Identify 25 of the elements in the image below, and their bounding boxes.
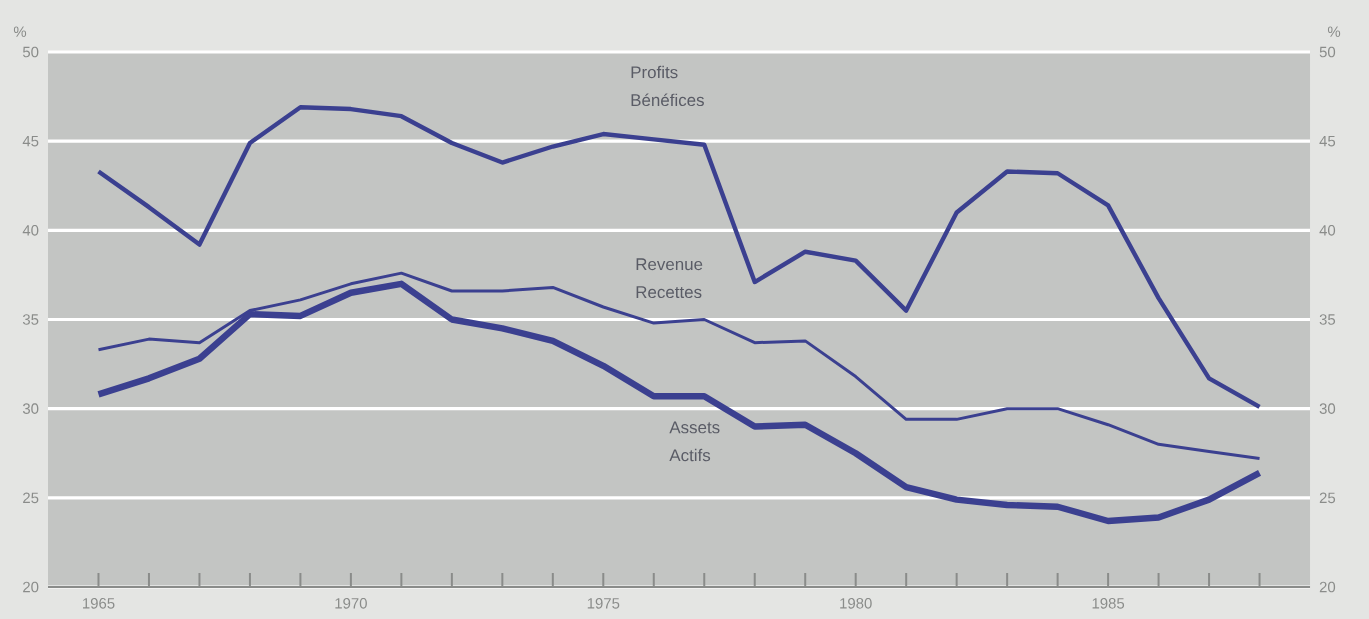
y2-tick-label: 40 <box>1319 225 1336 236</box>
y-tick-label: 40 <box>22 225 39 236</box>
y-tick-label: 30 <box>22 403 39 414</box>
series-label: Assets Actifs <box>669 421 720 462</box>
y-tick-label: 25 <box>23 492 39 504</box>
x-tick-label: 1980 <box>840 598 872 609</box>
x-tick-label: 1965 <box>82 598 115 609</box>
y-tick-label: 45 <box>22 135 39 147</box>
y-axis-title: % <box>13 26 27 37</box>
y-tick-label: 50 <box>22 46 39 58</box>
y2-tick-label: 25 <box>1319 492 1336 504</box>
series-label: Profits Bénéfices <box>631 65 704 107</box>
x-tick-label: 1985 <box>1092 598 1125 609</box>
line-series <box>96 105 1262 410</box>
y2-tick-label: 45 <box>1319 135 1336 147</box>
x-tick-label: 1975 <box>587 598 620 609</box>
y-tick-label: 35 <box>22 314 39 325</box>
y2-tick-label: 35 <box>1319 314 1336 325</box>
y2-tick-label: 30 <box>1319 403 1336 414</box>
y2-tick-label: 20 <box>1319 581 1336 593</box>
y2-axis-title: % <box>1327 26 1341 37</box>
series-label: Revenue Recettes <box>636 258 703 299</box>
y-tick-label: 20 <box>23 581 39 593</box>
x-tick-label: 1970 <box>335 598 367 609</box>
y2-tick-label: 50 <box>1319 46 1336 58</box>
